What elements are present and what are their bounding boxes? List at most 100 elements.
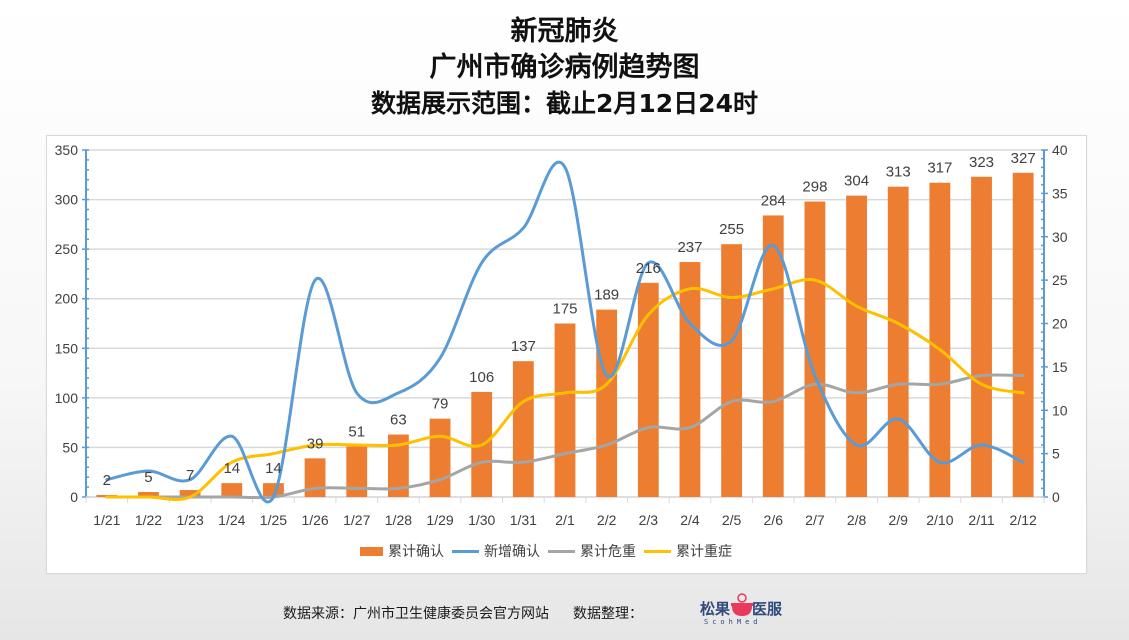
data-source-text: 数据来源：广州市卫生健康委员会官方网站 [283, 606, 549, 622]
y-tick-label: 0 [70, 489, 78, 505]
bar-data-label: 106 [469, 369, 494, 386]
bar-data-label: 317 [927, 160, 952, 177]
bar-data-label: 323 [969, 154, 994, 171]
logo-text-left: 松果 [700, 600, 731, 618]
y2-tick-label: 30 [1052, 229, 1068, 245]
bar-cumulative-confirmed [512, 361, 534, 497]
bar-cumulative-confirmed [429, 418, 451, 497]
x-tick-label: 1/26 [301, 512, 328, 528]
bar-data-label: 14 [265, 460, 282, 477]
bar-data-label: 137 [511, 338, 536, 355]
x-tick-label: 2/9 [888, 512, 908, 528]
legend-item-severe: 累计重症 [644, 541, 732, 561]
bar-cumulative-confirmed [1012, 172, 1034, 497]
legend-label: 累计危重 [580, 544, 636, 560]
x-tick-label: 2/7 [805, 512, 825, 528]
chart-title-line2: 广州市确诊病例趋势图 [429, 52, 700, 83]
bar-cumulative-confirmed [554, 323, 576, 497]
bar-cumulative-confirmed [679, 262, 701, 497]
footer: 数据来源：广州市卫生健康委员会官方网站 数据整理： [283, 603, 643, 623]
x-tick-label: 2/12 [1010, 512, 1037, 528]
bar-data-label: 2 [103, 472, 111, 489]
y-tick-label: 150 [55, 340, 79, 356]
y2-tick-label: 20 [1052, 316, 1068, 332]
chart-title-block: 新冠肺炎 广州市确诊病例趋势图 数据展示范围：截止2月12日24时 [0, 14, 1129, 122]
bar-cumulative-confirmed [387, 434, 409, 497]
bar-data-label: 39 [307, 435, 324, 452]
bar-cumulative-confirmed [346, 446, 368, 497]
x-tick-label: 1/27 [343, 512, 370, 528]
bar-cumulative-confirmed [846, 195, 867, 497]
x-tick-label: 2/10 [926, 512, 953, 528]
y-tick-label: 350 [55, 142, 79, 158]
legend-swatch-line [452, 549, 479, 553]
bar-cumulative-confirmed [138, 492, 159, 497]
bar-cumulative-confirmed [637, 282, 659, 497]
bar-cumulative-confirmed [221, 483, 243, 497]
bar-cumulative-confirmed [304, 458, 326, 497]
bar-data-label: 189 [594, 287, 619, 304]
x-tick-label: 1/21 [93, 512, 120, 528]
bar-data-label: 51 [348, 423, 365, 440]
data-organizer-label: 数据整理： [573, 606, 643, 622]
x-tick-label: 1/29 [426, 512, 453, 528]
y-tick-label: 50 [62, 439, 78, 455]
bar-cumulative-confirmed [721, 244, 743, 497]
y-tick-label: 100 [55, 390, 79, 406]
bar-data-label: 255 [719, 221, 744, 238]
legend-swatch-line [548, 549, 575, 553]
bar-cumulative-confirmed [762, 215, 784, 498]
bar-data-label: 313 [886, 164, 911, 181]
bar-data-label: 79 [432, 396, 449, 413]
x-tick-label: 2/8 [847, 512, 867, 528]
x-tick-label: 1/31 [510, 512, 537, 528]
legend-item-new-confirmed: 新增确认 [452, 541, 540, 561]
x-tick-label: 2/2 [597, 512, 617, 528]
x-tick-label: 1/24 [218, 512, 245, 528]
line-new-confirmed [105, 160, 1025, 504]
chart-area [46, 135, 1087, 574]
y2-tick-label: 10 [1052, 402, 1068, 418]
bar-data-label: 5 [144, 469, 152, 486]
y2-tick-label: 25 [1052, 272, 1068, 288]
legend-item-cumulative-confirmed: 累计确认 [360, 541, 444, 561]
x-tick-label: 1/23 [177, 512, 204, 528]
x-tick-label: 2/1 [555, 512, 575, 528]
bar-data-label: 284 [761, 192, 786, 209]
y-tick-label: 250 [55, 241, 79, 257]
bar-data-label: 327 [1011, 150, 1036, 167]
x-tick-label: 1/30 [468, 512, 495, 528]
y2-tick-label: 0 [1052, 489, 1060, 505]
legend-label: 累计重症 [676, 544, 732, 560]
bar-cumulative-confirmed [596, 309, 618, 497]
legend-item-critical: 累计危重 [548, 541, 636, 561]
chart-title-line1: 新冠肺炎 [510, 16, 619, 47]
bar-cumulative-confirmed [179, 490, 201, 497]
legend: 累计确认 新增确认 累计危重 累计重症 [360, 540, 740, 562]
scohmed-logo: 松果 医服 ScohMed [698, 592, 784, 632]
bar-cumulative-confirmed [971, 176, 992, 498]
x-tick-label: 2/5 [722, 512, 742, 528]
x-tick-label: 2/11 [968, 512, 994, 528]
legend-swatch-line [644, 549, 671, 553]
x-tick-label: 1/28 [385, 512, 412, 528]
y-tick-label: 200 [55, 291, 79, 307]
logo-text-right: 医服 [752, 600, 783, 618]
logo-subtext: ScohMed [704, 618, 762, 626]
bar-cumulative-confirmed [887, 186, 909, 497]
bar-data-label: 7 [186, 467, 194, 484]
y2-tick-label: 35 [1052, 185, 1068, 201]
bar-data-label: 304 [844, 173, 869, 190]
x-tick-label: 1/22 [135, 512, 162, 528]
bar-data-label: 175 [552, 301, 577, 318]
bar-data-label: 298 [802, 179, 827, 196]
x-tick-label: 2/3 [639, 512, 659, 528]
bar-data-label: 63 [390, 412, 407, 429]
bar-data-label: 216 [636, 260, 661, 277]
chart-subtitle: 数据展示范围：截止2月12日24时 [371, 89, 758, 118]
logo-pot-icon [731, 593, 753, 616]
line-cumulative-severe [105, 278, 1025, 502]
legend-label: 新增确认 [484, 544, 540, 560]
legend-label: 累计确认 [388, 544, 444, 560]
